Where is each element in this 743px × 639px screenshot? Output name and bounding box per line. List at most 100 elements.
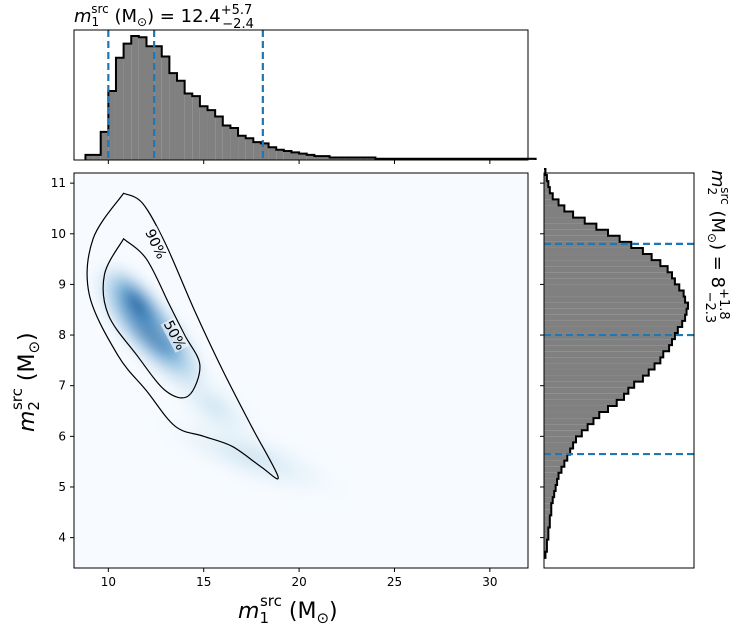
heatmap-peak [98,259,175,351]
y-tick-label: 7 [58,379,66,393]
top-hist-bar [115,57,124,160]
top-hist-bar [177,80,185,160]
right-marginal-frame [543,172,695,569]
right-hist-bar [544,424,588,431]
x-tick-label: 25 [387,575,402,589]
right-hist-bar [544,533,549,540]
top-hist-bar [131,36,139,160]
right-hist-bar [544,430,582,437]
right-hist-bar [544,527,549,534]
heatmap-density [86,259,365,507]
right-hist-bar [544,405,608,413]
top-hist-bar [299,153,307,160]
top-hist-bar [238,135,246,160]
right-hist-bar [544,497,553,504]
joint-frame [73,172,529,569]
top-hist-bar [146,46,155,160]
top-hist-bar [215,116,223,160]
right-hist-bar [544,351,664,358]
x-tick-label: 20 [291,575,306,589]
top-marginal-panel: m1src (M⊙) = 12.4+5.7 −2.4 [73,2,537,164]
right-hist-bar [544,308,687,315]
right-hist-bar [544,229,608,236]
right-hist-bar [544,357,661,364]
contour-line [102,237,201,399]
top-hist-bar [260,143,269,160]
right-hist-bar [544,187,550,194]
right-hist-bar [544,302,688,309]
right-hist-bar [544,448,571,455]
x-tick-label: 15 [196,575,211,589]
top-hist-bar [344,157,353,160]
contour-line [86,192,279,480]
right-hist-bar [544,375,643,382]
right-marginal-title: m2src (M⊙) = 8+1.8−2.3 [702,170,732,323]
top-hist-bar [169,73,178,160]
top-hist-bar [291,152,300,160]
right-hist-bar [544,272,672,279]
right-hist-bar [544,314,686,321]
top-hist-bar [230,128,239,160]
top-hist-bar [367,157,376,160]
top-hist-bar [154,46,162,160]
right-hist-bar [544,509,552,516]
y-tick-label: 4 [58,531,66,545]
right-hist-bar [544,223,597,230]
top-hist-bar [108,90,116,160]
top-marginal-title: m1src (M⊙) = 12.4+5.7 −2.4 [74,2,254,32]
top-hist-bar [245,138,254,160]
top-hist-bar [123,43,132,160]
right-hist-bar [544,320,683,327]
top-hist-bar [329,157,338,160]
right-hist-bar [544,454,568,461]
right-hist-bar [544,247,643,255]
right-hist-outline [544,167,689,559]
y-axis-label: m2src (M⊙) [8,332,43,432]
y-tick-label: 6 [58,429,66,443]
right-hist-bar [544,515,550,522]
right-hist-bar [544,478,558,485]
top-hist-bar [306,154,315,160]
right-hist-bar [544,290,684,297]
right-hist-bar [544,521,550,528]
right-hist-bar [544,193,553,200]
right-hist-bar [544,260,661,267]
right-hist-bar [544,326,678,334]
x-axis-label: m1src (M⊙) [238,592,338,627]
contour-label-bg [142,226,171,262]
top-hist-bar [283,151,292,160]
y-tick-label: 8 [58,328,66,342]
right-hist-bar [544,491,555,498]
right-hist-bar [544,412,600,419]
right-hist-bar [544,241,632,248]
x-tick-label: 10 [101,575,116,589]
y-tick-label: 5 [58,480,66,494]
top-hist-bar [93,154,101,160]
right-hist-bar [544,235,620,242]
right-hist-bar [544,363,655,370]
right-hist-bar [544,418,594,425]
right-hist-bar [544,339,672,346]
right-hist-bar [544,393,624,400]
right-hist-bar [544,205,565,212]
right-hist-bar [544,381,635,388]
top-hist-bar [100,131,109,160]
top-hist-bar [161,56,170,160]
y-tick-label: 11 [51,176,66,190]
right-hist-bar [544,442,574,449]
contour-label-bg [160,317,190,353]
right-hist-bar [544,399,617,406]
right-hist-bar [544,296,686,303]
right-hist-bar [544,466,562,473]
top-hist-bar [276,149,284,160]
top-hist-bar [253,142,261,160]
right-hist-bar [544,211,574,218]
right-hist-bar [544,503,552,510]
right-hist-bar [544,436,576,443]
right-hist-bar [544,345,670,352]
top-hist-bar [314,156,322,160]
right-hist-bar [544,217,585,224]
right-hist-bar [544,539,547,546]
right-hist-bar [544,333,675,340]
